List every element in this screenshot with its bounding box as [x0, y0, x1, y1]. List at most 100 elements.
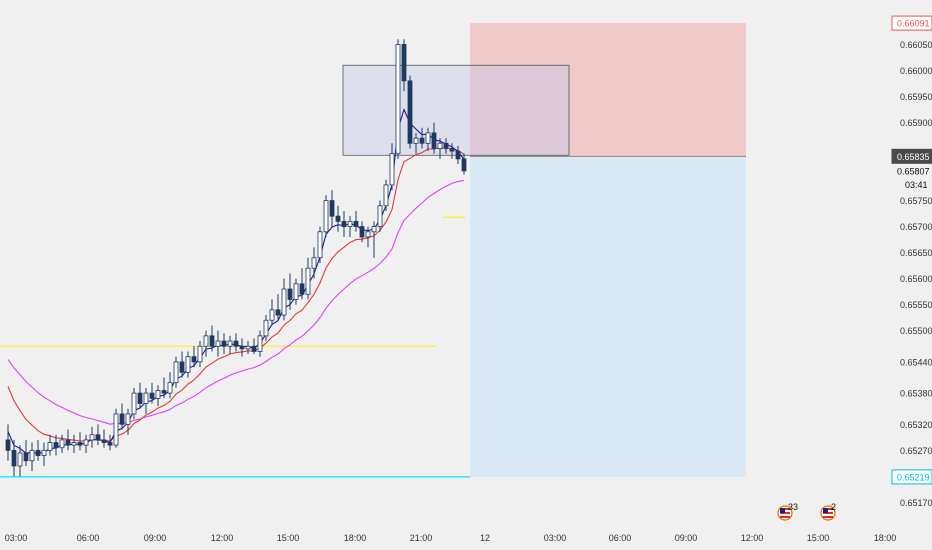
- current-price-tag-bg: [891, 148, 932, 164]
- candle-body: [443, 142, 449, 149]
- price-tick-label: 0.65270: [900, 446, 932, 456]
- stop-price-tag: 0.66091: [891, 15, 932, 31]
- time-tick-label: 21:00: [410, 533, 433, 543]
- candle-body: [161, 390, 167, 394]
- candle-body: [203, 335, 209, 347]
- candle-body: [401, 44, 407, 82]
- candle-body: [251, 345, 257, 352]
- candles: [5, 39, 467, 477]
- time-tick-label: 15:00: [807, 533, 830, 543]
- flag-canton: [823, 508, 828, 513]
- reward-zone: [470, 156, 746, 477]
- supply-zone-box: [342, 64, 570, 156]
- event-badges[interactable]: 33 2: [777, 502, 836, 521]
- candle-body: [137, 392, 143, 404]
- candle-body: [65, 439, 71, 446]
- ema-slow-line: [7, 180, 465, 425]
- current-price-tag: 0.65835: [891, 148, 932, 164]
- candle-body: [293, 283, 299, 300]
- candle-body: [395, 44, 401, 155]
- event-badge-us-flag-icon: 2: [820, 502, 836, 521]
- candle-body: [437, 142, 443, 149]
- candle-body: [59, 439, 65, 449]
- candle-body: [71, 442, 77, 446]
- candle-body: [419, 137, 425, 144]
- candle-body: [23, 452, 29, 462]
- candle-body: [131, 392, 137, 415]
- event-count-label: 2: [831, 502, 836, 512]
- candle-body: [35, 449, 41, 456]
- time-tick-label: 03:00: [5, 533, 28, 543]
- candle-body: [119, 413, 125, 425]
- time-axis[interactable]: 03:00 06:00 09:00 12:00 15:00 18:00 21:00 12 03:…: [5, 533, 897, 543]
- drawing-layer: [342, 23, 746, 477]
- target-price-tag-bg: [891, 469, 932, 485]
- candle-body: [359, 226, 365, 238]
- candle-body: [89, 434, 95, 441]
- candle-body: [413, 137, 419, 144]
- candle-body: [239, 345, 245, 350]
- candle-body: [215, 340, 221, 347]
- event-count-label: 33: [788, 502, 798, 512]
- candle-body: [167, 382, 173, 394]
- candle-body: [191, 356, 197, 363]
- candle-body: [305, 267, 311, 295]
- price-tick-label: 0.66000: [900, 66, 932, 76]
- candle-body: [47, 442, 53, 451]
- stop-price-tag-bg: [891, 15, 932, 31]
- candle-body: [425, 132, 431, 144]
- candle-body: [299, 283, 305, 295]
- price-tick-label: 0.65170: [900, 498, 932, 508]
- time-tick-label: 15:00: [277, 533, 300, 543]
- current-price-tag-text: 0.65835: [897, 152, 930, 162]
- target-price-tag: 0.65219: [891, 469, 932, 485]
- candle-body: [107, 442, 113, 446]
- candle-body: [335, 215, 341, 222]
- candle-body: [389, 153, 395, 186]
- candle-body: [41, 449, 47, 456]
- candle-body: [173, 361, 179, 384]
- candle-body: [461, 158, 467, 172]
- time-tick-label: 09:00: [144, 533, 167, 543]
- countdown-label: 03:41: [905, 180, 928, 190]
- candle-body: [5, 439, 11, 451]
- candle-body: [245, 345, 251, 350]
- candle-body: [227, 340, 233, 347]
- price-axis[interactable]: 0.65170 0.65270 0.65320 0.65380 0.65440 0.655…: [900, 40, 932, 508]
- candle-body: [257, 335, 263, 352]
- candle-body: [269, 309, 275, 321]
- price-tick-label: 0.65380: [900, 389, 932, 399]
- time-tick-label: 12: [480, 533, 490, 543]
- candle-body: [221, 340, 227, 347]
- last-price-label: 0.65807: [897, 166, 930, 176]
- candle-body: [179, 361, 185, 373]
- candle-body: [233, 340, 239, 347]
- candle-body: [287, 288, 293, 300]
- candle-body: [11, 449, 17, 467]
- time-tick-label: 06:00: [609, 533, 632, 543]
- candle-body: [311, 257, 317, 269]
- candle-body: [209, 335, 215, 347]
- candle-body: [383, 184, 389, 207]
- time-tick-label: 06:00: [77, 533, 100, 543]
- candle-body: [17, 452, 23, 467]
- price-tick-label: 0.65440: [900, 357, 932, 367]
- price-tick-label: 0.65900: [900, 118, 932, 128]
- price-tick-label: 0.65550: [900, 300, 932, 310]
- price-tick-label: 0.65320: [900, 420, 932, 430]
- candle-body: [263, 319, 269, 337]
- candle-body: [149, 392, 155, 399]
- candle-body: [341, 220, 347, 227]
- candle-body: [377, 205, 383, 227]
- price-tags: 0.66091 0.65835 0.65219 0.65807 03:41: [891, 15, 932, 485]
- candle-body: [29, 449, 35, 462]
- price-tick-label: 0.66050: [900, 40, 932, 50]
- candle-body: [281, 288, 287, 316]
- flag-stripe-white: [780, 514, 790, 516]
- candle-body: [431, 132, 437, 149]
- time-tick-label: 03:00: [544, 533, 567, 543]
- candle-body: [95, 434, 101, 441]
- candle-body: [347, 220, 353, 227]
